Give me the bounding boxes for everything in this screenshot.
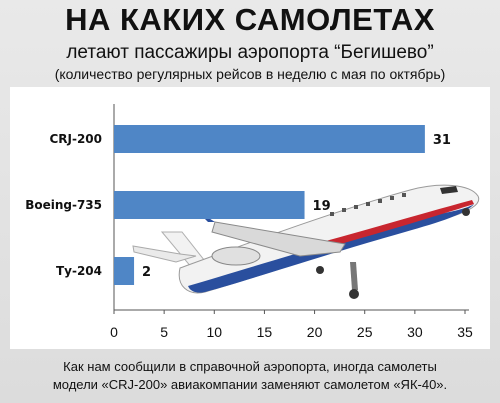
plane-engine xyxy=(211,246,261,266)
bar-0 xyxy=(114,125,425,153)
x-tick-label-6: 30 xyxy=(407,324,423,340)
plane-wing xyxy=(211,221,346,257)
value-label-1: 19 xyxy=(313,199,331,214)
plane-gear-main xyxy=(350,262,358,290)
bar-2 xyxy=(114,257,135,285)
footer-line-2: модели «CRJ-200» авиакомпании заменяют с… xyxy=(52,377,448,392)
airplane-illustration xyxy=(132,184,480,299)
chart-note: (количество регулярных рейсов в неделю с… xyxy=(54,66,446,82)
x-tick-label-1: 5 xyxy=(160,324,168,340)
plane-cockpit xyxy=(440,186,458,194)
value-label-0: 31 xyxy=(433,133,451,148)
x-tick-label-0: 0 xyxy=(110,324,118,340)
x-tick-label-3: 15 xyxy=(257,324,273,340)
bar-1 xyxy=(114,191,305,219)
x-tick-label-2: 10 xyxy=(206,324,222,340)
plane-wheel-rear xyxy=(316,266,324,274)
category-label-1: Boeing-735 xyxy=(25,198,102,212)
category-label-2: Ту-204 xyxy=(56,264,102,278)
plane-wheel-nose xyxy=(462,208,470,216)
value-label-2: 2 xyxy=(142,265,151,280)
plane-wheel-main xyxy=(349,289,359,299)
footer-line-1: Как нам сообщили в справочной аэропорта,… xyxy=(63,359,437,374)
footer-note: Как нам сообщили в справочной аэропорта,… xyxy=(0,358,500,394)
x-tick-label-7: 35 xyxy=(457,324,473,340)
plane-windows xyxy=(330,193,406,216)
x-tick-label-5: 25 xyxy=(357,324,373,340)
category-label-0: CRJ-200 xyxy=(49,132,102,146)
chart-title: НА КАКИХ САМОЛЕТАХ xyxy=(65,2,435,37)
plane-stripe-red xyxy=(300,200,474,254)
chart-subtitle: летают пассажиры аэропорта “Бегишево” xyxy=(66,42,434,63)
x-tick-label-4: 20 xyxy=(307,324,323,340)
plane-stabilizer xyxy=(132,245,197,263)
